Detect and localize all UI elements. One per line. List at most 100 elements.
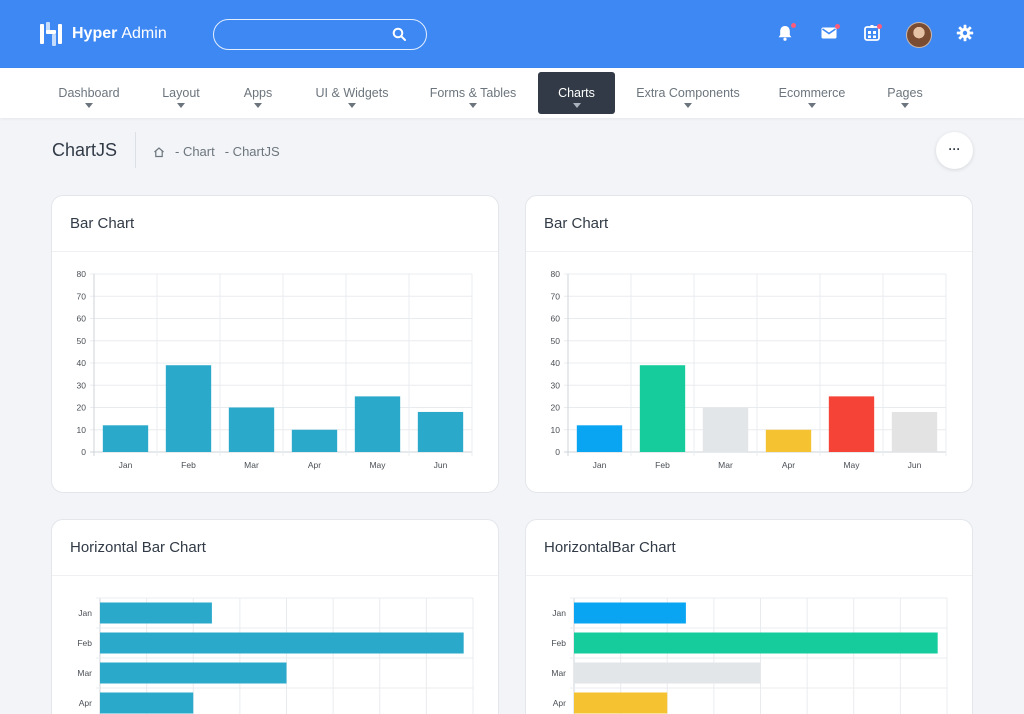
bar xyxy=(100,692,194,714)
card-title: Bar Chart xyxy=(52,196,498,252)
breadcrumb-item-chartjs: - ChartJS xyxy=(224,144,280,159)
card-title: HorizontalBar Chart xyxy=(526,520,972,576)
x-tick-label: Jun xyxy=(908,460,922,470)
nav-layout[interactable]: Layout xyxy=(156,72,206,114)
y-tick-label: 40 xyxy=(77,358,87,368)
nav-ui-widgets[interactable]: UI & Widgets xyxy=(310,72,394,114)
bar xyxy=(574,662,761,684)
nav-dashboard[interactable]: Dashboard xyxy=(52,72,126,114)
y-tick-label: 80 xyxy=(551,269,561,279)
card-title: Horizontal Bar Chart xyxy=(52,520,498,576)
search-icon[interactable] xyxy=(392,27,406,41)
x-tick-label: Mar xyxy=(244,460,259,470)
chevron-down-icon xyxy=(177,103,185,108)
brand-logo[interactable]: Hyper Admin xyxy=(40,22,167,46)
bar xyxy=(702,407,749,452)
nav-apps[interactable]: Apps xyxy=(236,72,280,114)
bar xyxy=(576,425,623,452)
bar xyxy=(228,407,275,452)
chevron-down-icon xyxy=(901,103,909,108)
bar xyxy=(639,365,686,452)
x-tick-label: Apr xyxy=(308,460,321,470)
y-tick-label: 0 xyxy=(81,447,86,457)
x-tick-label: Feb xyxy=(181,460,196,470)
gear-icon[interactable] xyxy=(956,24,974,42)
nav-ecommerce[interactable]: Ecommerce xyxy=(776,72,848,114)
y-tick-label: Feb xyxy=(77,638,92,648)
y-tick-label: Apr xyxy=(553,698,566,708)
nav-forms-tables[interactable]: Forms & Tables xyxy=(426,72,520,114)
y-tick-label: 20 xyxy=(551,403,561,413)
colored-bar-chart-card: Bar Chart 0 10 20 30 40 50 60 70 80 Jan Feb Mar Apr M… xyxy=(525,195,973,493)
bar xyxy=(828,396,875,452)
nav-charts[interactable]: Charts xyxy=(538,72,615,114)
bar xyxy=(891,411,938,452)
y-tick-label: Jan xyxy=(552,608,566,618)
x-tick-label: Feb xyxy=(655,460,670,470)
y-tick-label: 70 xyxy=(77,291,87,301)
more-options-button[interactable]: ··· xyxy=(936,132,973,169)
colored-horizontal-bar-chart: Jan Feb Mar Apr xyxy=(551,597,948,714)
bar xyxy=(574,602,686,624)
bar xyxy=(765,429,812,452)
bar xyxy=(165,365,212,452)
y-tick-label: Jan xyxy=(78,608,92,618)
x-tick-label: Jun xyxy=(434,460,448,470)
y-tick-label: Apr xyxy=(79,698,92,708)
horizontal-bar-chart: Jan Feb Mar Apr xyxy=(77,597,474,714)
x-tick-label: Jan xyxy=(593,460,607,470)
bar-chart: 0 10 20 30 40 50 60 70 80 Jan Feb Mar Apr May Jun xyxy=(77,269,473,470)
search-input[interactable] xyxy=(214,20,384,49)
breadcrumb-item-chart[interactable]: - Chart xyxy=(175,144,215,159)
y-tick-label: Mar xyxy=(77,668,92,678)
page-title: ChartJS xyxy=(52,140,118,160)
mail-icon[interactable] xyxy=(820,24,838,42)
notification-dot xyxy=(791,23,796,28)
logo-icon xyxy=(40,22,62,46)
mail-dot xyxy=(835,24,840,29)
nav-label: Pages xyxy=(887,86,923,100)
chevron-down-icon xyxy=(684,103,692,108)
chevron-down-icon xyxy=(572,103,581,108)
nav-label: Extra Components xyxy=(636,86,740,100)
apps-icon[interactable] xyxy=(863,24,881,42)
avatar[interactable] xyxy=(906,22,932,48)
nav-extra-components[interactable]: Extra Components xyxy=(632,72,744,114)
card-title: Bar Chart xyxy=(526,196,972,252)
y-tick-label: 30 xyxy=(551,380,561,390)
bar xyxy=(574,632,938,654)
colored-horizontal-bar-chart-card: HorizontalBar Chart Jan Feb Mar Apr xyxy=(525,519,973,714)
bar-chart-card: Bar Chart 0 10 20 30 40 50 60 70 80 Jan Feb Mar Apr M… xyxy=(51,195,499,493)
chevron-down-icon xyxy=(808,103,816,108)
horizontal-bar-chart-card: Horizontal Bar Chart Jan Feb Mar Apr xyxy=(51,519,499,714)
bar xyxy=(100,632,464,654)
brand-name-bold: Hyper xyxy=(72,25,118,42)
x-tick-label: Mar xyxy=(718,460,733,470)
colored-bar-chart: 0 10 20 30 40 50 60 70 80 Jan Feb Mar Apr May Jun xyxy=(551,269,947,470)
title-divider xyxy=(135,132,136,168)
y-tick-label: 70 xyxy=(551,291,561,301)
y-tick-label: Feb xyxy=(551,638,566,648)
home-icon[interactable] xyxy=(153,146,165,158)
y-tick-label: 10 xyxy=(77,425,87,435)
bar xyxy=(100,602,212,624)
bar xyxy=(100,662,287,684)
y-tick-label: 80 xyxy=(77,269,87,279)
chevron-down-icon xyxy=(254,103,262,108)
search-box xyxy=(213,19,427,50)
y-tick-label: 40 xyxy=(551,358,561,368)
nav-label: Layout xyxy=(162,86,200,100)
nav-label: Dashboard xyxy=(58,86,120,100)
nav-pages[interactable]: Pages xyxy=(880,72,930,114)
bar xyxy=(291,429,338,452)
bar xyxy=(574,692,668,714)
y-tick-label: 50 xyxy=(77,336,87,346)
y-tick-label: 20 xyxy=(77,403,87,413)
nav-label: UI & Widgets xyxy=(315,86,389,100)
y-tick-label: Mar xyxy=(551,668,566,678)
nav-label: Forms & Tables xyxy=(429,86,517,100)
y-tick-label: 50 xyxy=(551,336,561,346)
main-nav: Dashboard Layout Apps UI & Widgets Forms… xyxy=(0,68,1024,118)
nav-label: Charts xyxy=(558,86,595,100)
bell-icon[interactable] xyxy=(776,24,794,42)
